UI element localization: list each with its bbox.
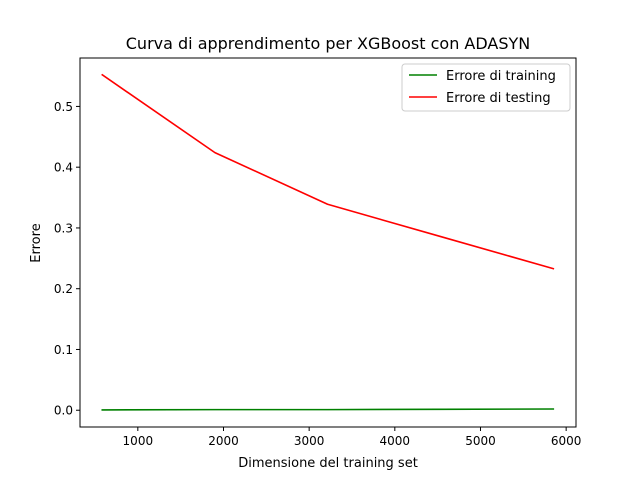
y-tick-label: 0.1 [54,343,73,357]
legend: Errore di training Errore di testing [401,63,571,112]
series-line-1 [101,73,555,270]
y-tick-label: 0.0 [54,404,73,418]
y-tick-label: 0.3 [54,221,73,235]
series-layer [101,73,555,411]
x-tick-label: 3000 [294,434,325,448]
plot-area-frame [79,57,577,428]
y-axis-label: Errore [29,223,44,262]
x-tick-label: 5000 [465,434,496,448]
x-axis: 1000 2000 3000 4000 5000 6000 [123,427,582,448]
x-tick-label: 1000 [123,434,154,448]
y-tick-label: 0.2 [54,282,73,296]
legend-label-testing: Errore di testing [446,91,551,106]
x-axis-label: Dimensione del training set [238,456,418,471]
x-tick-label: 6000 [551,434,582,448]
x-tick-label: 2000 [208,434,239,448]
legend-label-training: Errore di training [446,69,556,84]
chart-title: Curva di apprendimento per XGBoost con A… [126,34,531,53]
series-line-0 [101,408,555,411]
y-tick-label: 0.5 [54,100,73,114]
x-tick-label: 4000 [380,434,411,448]
legend-frame [401,63,571,112]
y-tick-label: 0.4 [54,161,73,175]
y-axis: 0.0 0.1 0.2 0.3 0.4 0.5 [54,100,80,418]
